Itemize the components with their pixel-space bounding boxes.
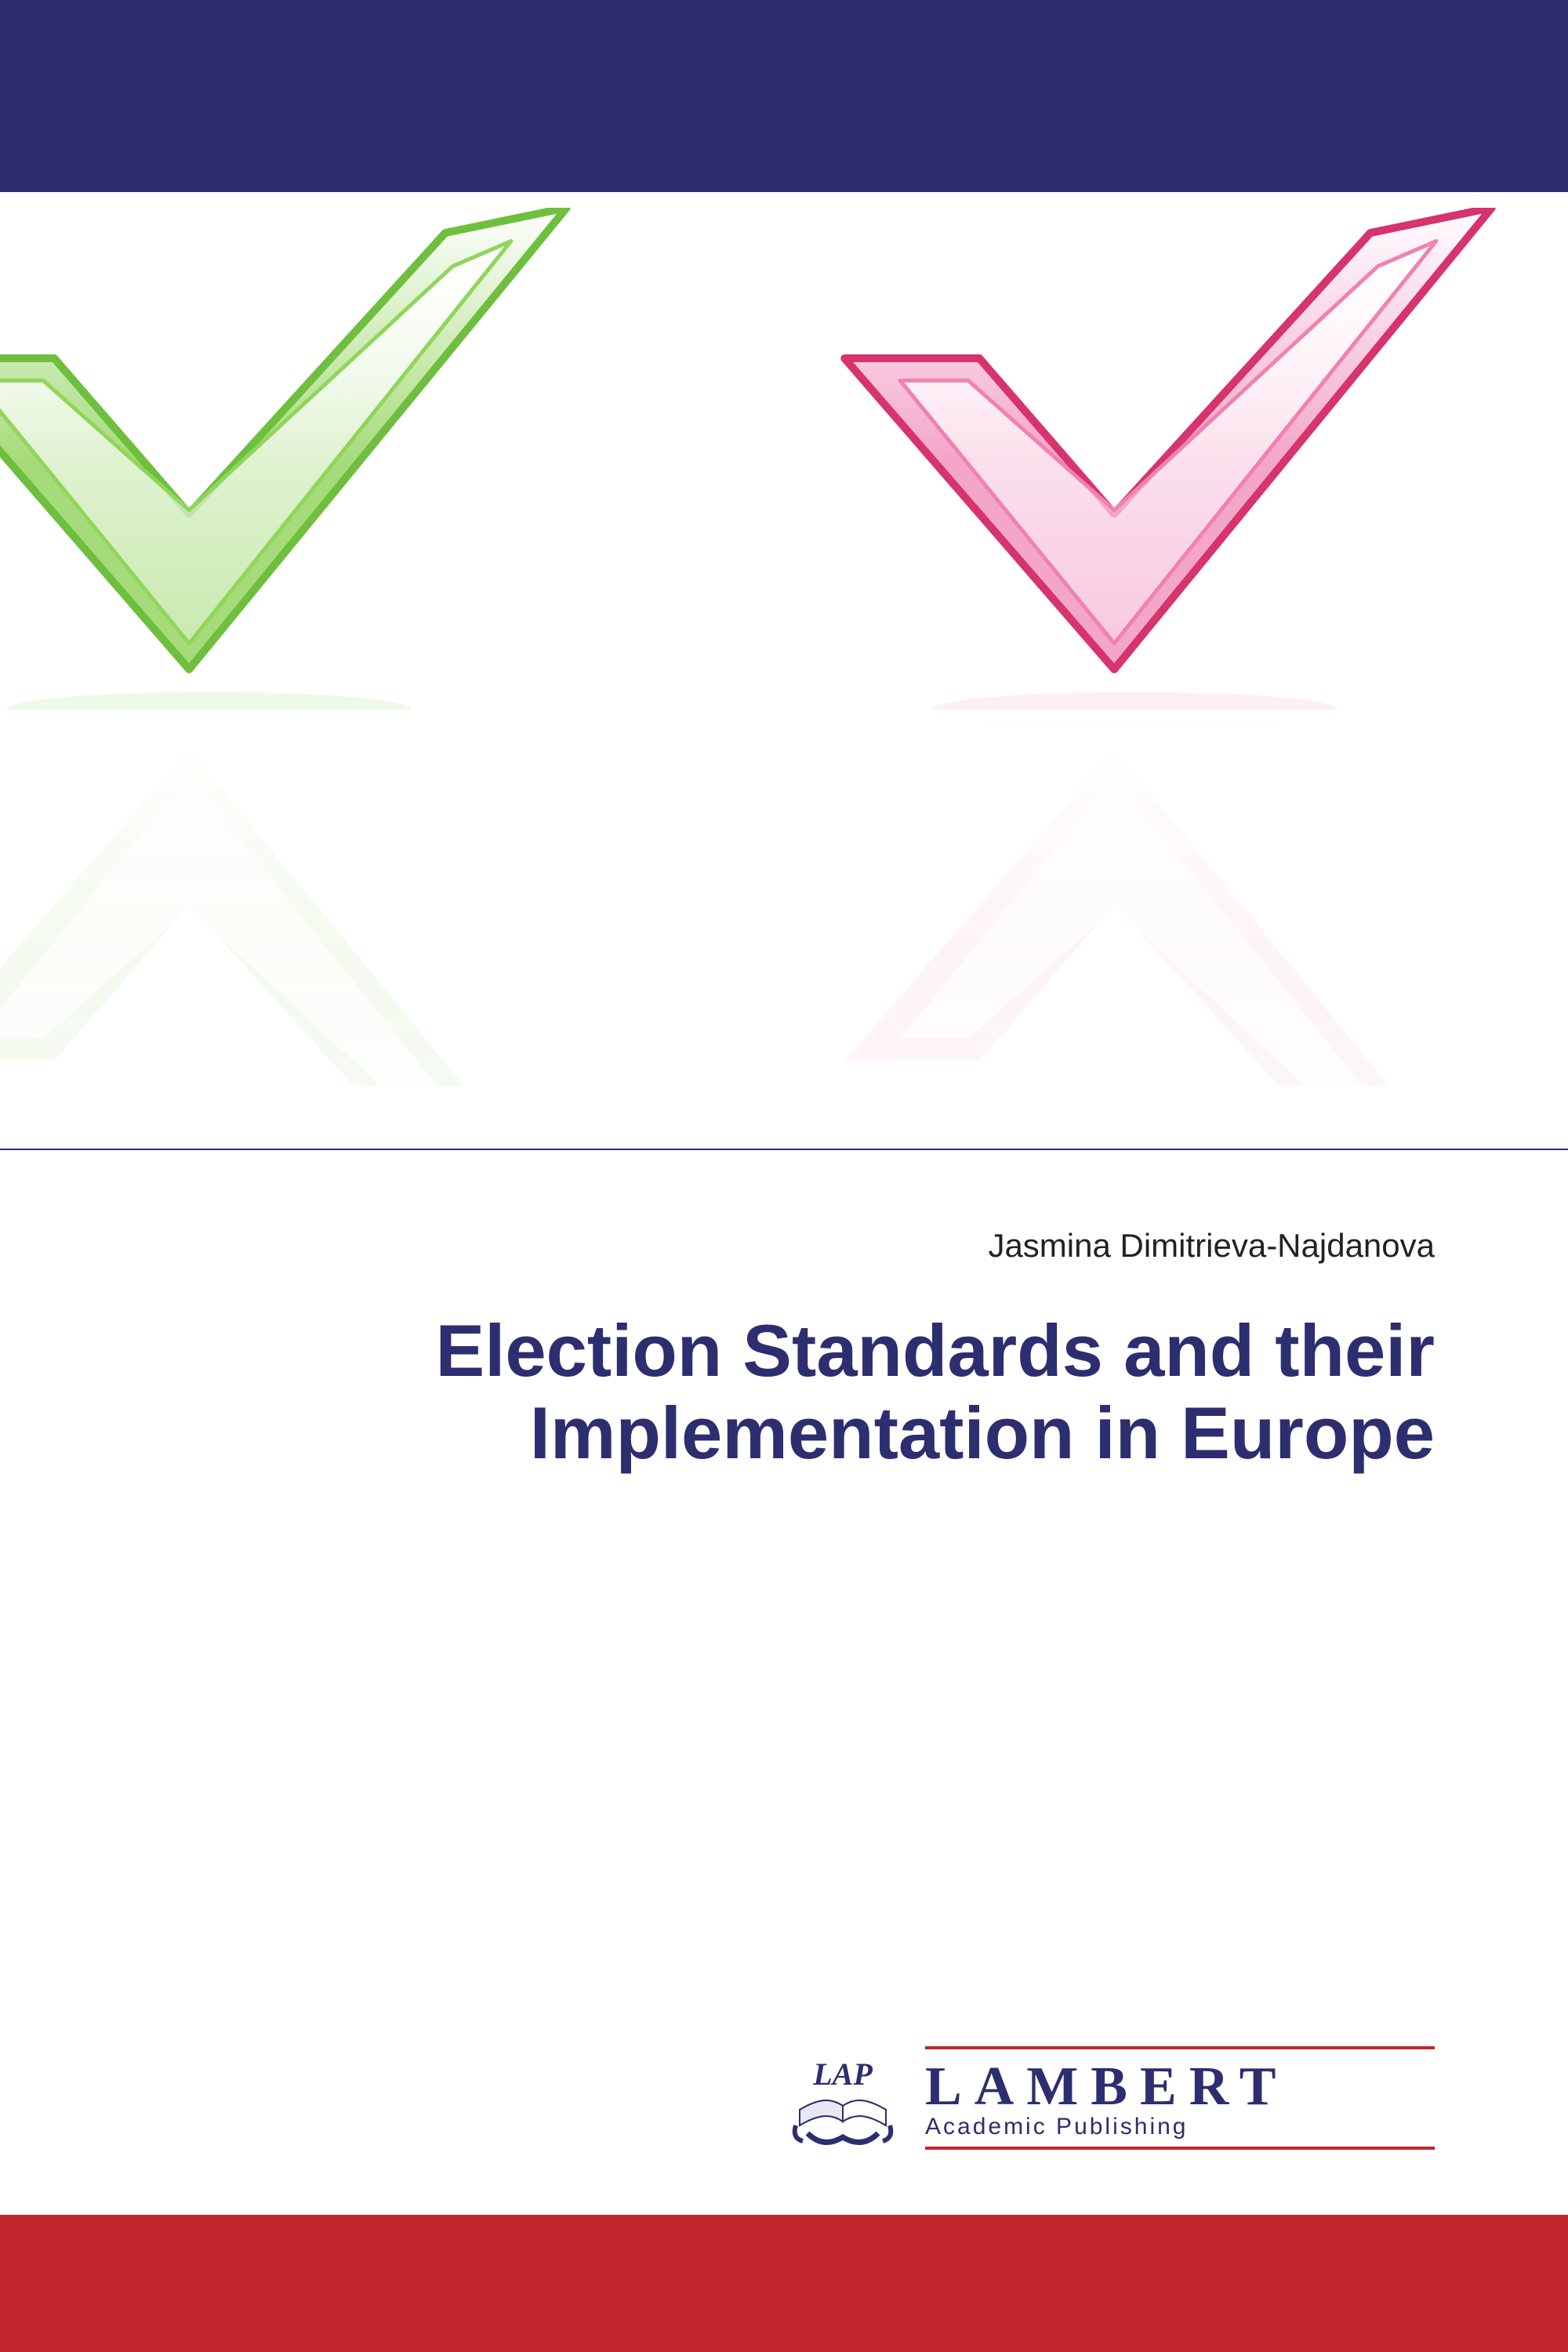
publisher-text: LAMBERT Academic Publishing — [925, 2046, 1435, 2150]
checkmark-green — [0, 208, 580, 1086]
title-line-1: Election Standards and their — [436, 1309, 1435, 1392]
publisher-line-bottom — [925, 2147, 1435, 2150]
publisher-block: LAP LAMBERT Academic Publishing — [784, 2046, 1435, 2150]
cover-image-area — [0, 192, 1568, 1149]
publisher-logo: LAP — [784, 2047, 902, 2149]
horizontal-divider — [0, 1149, 1568, 1150]
top-band — [0, 0, 1568, 192]
open-book-icon: LAP — [784, 2047, 902, 2149]
checkmark-pink — [831, 208, 1505, 1086]
publisher-subtitle: Academic Publishing — [925, 2114, 1435, 2140]
bottom-band — [0, 2215, 1568, 2352]
book-title: Election Standards and their Implementat… — [436, 1309, 1435, 1475]
author-name: Jasmina Dimitrieva-Najdanova — [988, 1227, 1435, 1265]
title-line-2: Implementation in Europe — [436, 1392, 1435, 1474]
publisher-logo-label: LAP — [812, 2056, 873, 2092]
publisher-name: LAMBERT — [925, 2056, 1435, 2118]
book-cover: Jasmina Dimitrieva-Najdanova Election St… — [0, 0, 1568, 2352]
